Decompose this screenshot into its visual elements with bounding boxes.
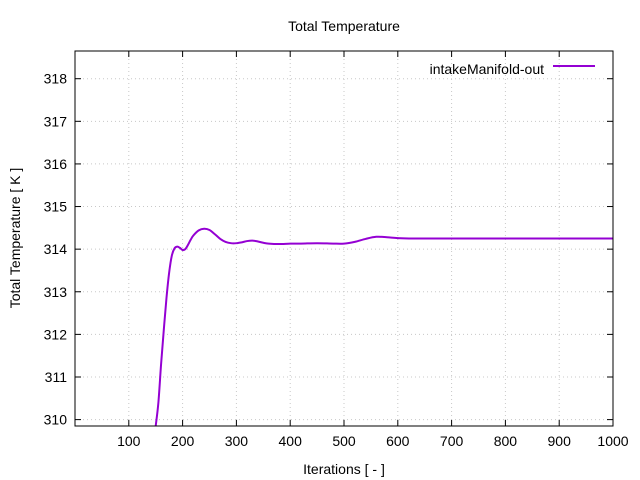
y-tick-label: 314 bbox=[44, 241, 68, 257]
y-tick-label: 318 bbox=[44, 71, 68, 87]
series-line-0 bbox=[154, 227, 614, 427]
y-tick-label: 311 bbox=[45, 369, 68, 385]
grid bbox=[75, 51, 613, 426]
x-tick-label: 300 bbox=[225, 433, 249, 449]
x-tick-label: 500 bbox=[332, 433, 356, 449]
x-tick-label: 200 bbox=[171, 433, 195, 449]
y-tick-label: 310 bbox=[44, 412, 68, 428]
legend: intakeManifold-out bbox=[430, 61, 595, 77]
y-axis-label: Total Temperature [ K ] bbox=[7, 168, 23, 309]
x-tick-label: 700 bbox=[440, 433, 464, 449]
y-tick-label: 316 bbox=[44, 156, 68, 172]
y-tick-label: 315 bbox=[44, 199, 68, 215]
legend-label: intakeManifold-out bbox=[430, 61, 545, 77]
series-layer bbox=[154, 227, 614, 427]
x-tick-label: 400 bbox=[279, 433, 303, 449]
x-tick-label: 900 bbox=[548, 433, 572, 449]
x-tick-label: 100 bbox=[117, 433, 141, 449]
tick-labels: 100 200 300 400 500 600 700 800 900 1000 310 311 312… bbox=[44, 71, 629, 449]
y-tick-label: 317 bbox=[44, 113, 68, 129]
x-tick-label: 600 bbox=[386, 433, 410, 449]
y-tick-label: 312 bbox=[44, 326, 68, 342]
axis-ticks bbox=[75, 51, 614, 426]
x-tick-label: 800 bbox=[494, 433, 518, 449]
x-tick-label: 1000 bbox=[597, 433, 628, 449]
y-tick-label: 313 bbox=[44, 284, 68, 300]
x-axis-label: Iterations [ - ] bbox=[303, 461, 385, 477]
chart-title: Total Temperature bbox=[288, 18, 400, 34]
